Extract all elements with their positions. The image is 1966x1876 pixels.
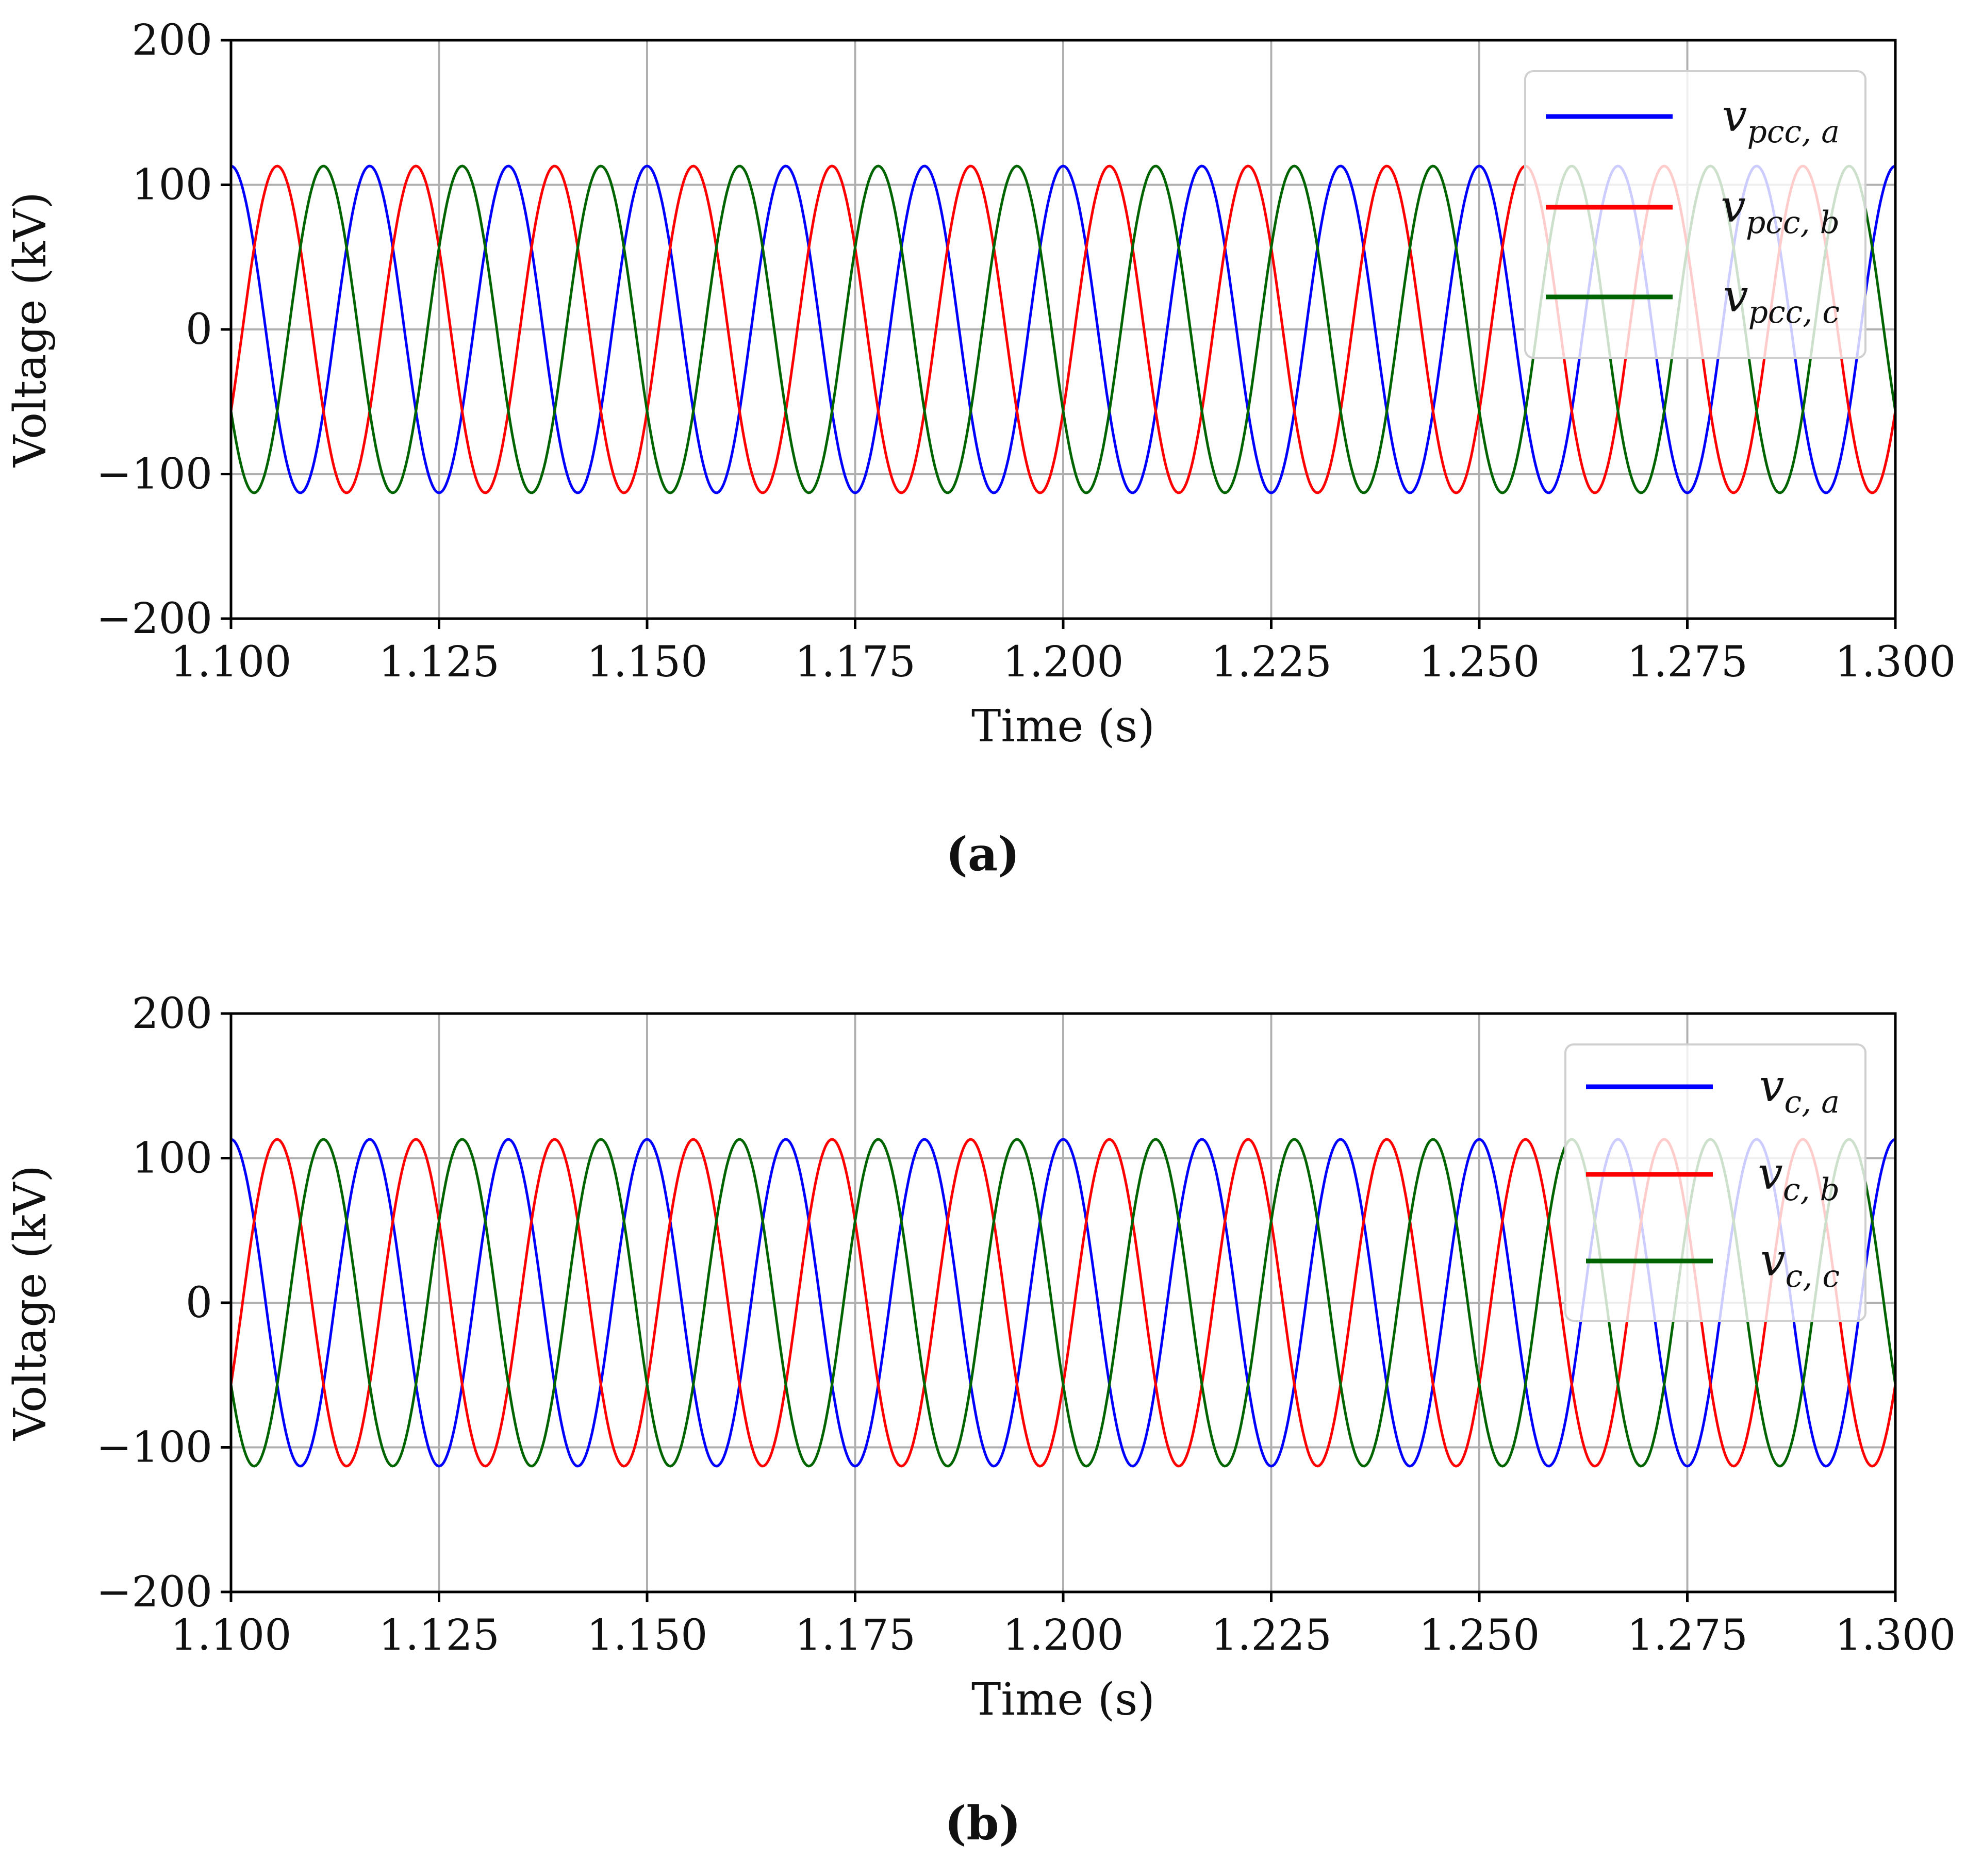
legend-label-b-2: vc, c xyxy=(1760,1235,1840,1294)
legend-label-sub-a-2: pcc, c xyxy=(1748,294,1840,330)
y-tick-label-b: 0 xyxy=(186,1279,212,1327)
x-tick-label-a: 1.100 xyxy=(171,638,292,687)
legend-label-sub-b-2: c, c xyxy=(1786,1258,1840,1294)
legend-label-sub-b-0: c, a xyxy=(1784,1084,1840,1120)
y-axis-title-a: Voltage (kV) xyxy=(5,192,56,468)
panel-label-a: (a) xyxy=(946,827,1019,882)
y-tick-label-b: −100 xyxy=(96,1423,212,1472)
y-tick-label-a: −100 xyxy=(96,450,212,499)
x-tick-label-b: 1.250 xyxy=(1419,1611,1540,1660)
chart-panel-b: 1.100 1.125 1.150 1.175 1.200 1.225 1.250 1.275… xyxy=(5,989,1956,1851)
chart-panel-a: 1.100 1.125 1.150 1.175 1.200 1.225 1.250 1.275… xyxy=(5,16,1956,882)
legend-label-sub-a-1: pcc, b xyxy=(1746,205,1840,241)
y-tick-label-b: 100 xyxy=(131,1134,212,1183)
y-axis-title-b: Voltage (kV) xyxy=(5,1165,56,1441)
y-ticks-b: 200 100 0 −100 −200 xyxy=(96,989,231,1617)
x-tick-label-a: 1.275 xyxy=(1627,638,1748,687)
legend-label-a-1: vpcc, b xyxy=(1721,181,1840,241)
series-line-a-2 xyxy=(229,164,1897,494)
legend-label-main-a-1: v xyxy=(1721,181,1746,233)
y-tick-label-b: 200 xyxy=(131,989,212,1038)
legend-label-a-2: vpcc, c xyxy=(1723,271,1840,330)
legend-label-sub-a-0: pcc, a xyxy=(1747,114,1840,150)
x-tick-label-a: 1.150 xyxy=(587,638,708,687)
legend-label-main-b-2: v xyxy=(1760,1235,1786,1286)
x-tick-label-a: 1.225 xyxy=(1211,638,1332,687)
legend-label-b-1: vc, b xyxy=(1758,1148,1840,1208)
legend-box-b xyxy=(1564,1043,1866,1322)
y-tick-label-a: 0 xyxy=(186,305,212,354)
legend-label-main-a-2: v xyxy=(1723,271,1748,322)
legend-b: vc, avc, bvc, c xyxy=(1564,1043,1866,1322)
y-ticks-a: 200 100 0 −100 −200 xyxy=(96,16,231,643)
legend-entries-b: vc, avc, bvc, c xyxy=(1586,1060,1840,1294)
panel-label-b: (b) xyxy=(945,1796,1021,1851)
legend-label-main-a-0: v xyxy=(1722,90,1747,142)
y-tick-label-a: 200 xyxy=(131,16,212,65)
x-tick-label-b: 1.300 xyxy=(1835,1611,1956,1660)
y-tick-label-b: −200 xyxy=(96,1568,212,1617)
x-tick-label-b: 1.200 xyxy=(1003,1611,1124,1660)
x-ticks-a: 1.100 1.125 1.150 1.175 1.200 1.225 1.250 1.275… xyxy=(171,619,1956,687)
x-ticks-b: 1.100 1.125 1.150 1.175 1.200 1.225 1.250 1.275… xyxy=(171,1592,1956,1660)
legend-label-main-b-1: v xyxy=(1758,1148,1783,1200)
x-tick-label-b: 1.225 xyxy=(1211,1611,1332,1660)
legend-label-b-0: vc, a xyxy=(1759,1060,1840,1120)
x-tick-label-a: 1.125 xyxy=(378,638,500,687)
x-tick-label-a: 1.250 xyxy=(1419,638,1540,687)
x-axis-title-a: Time (s) xyxy=(971,701,1155,752)
x-tick-label-a: 1.200 xyxy=(1003,638,1124,687)
x-tick-label-b: 1.150 xyxy=(587,1611,708,1660)
x-tick-label-a: 1.300 xyxy=(1835,638,1956,687)
legend-box-a xyxy=(1524,70,1866,359)
x-tick-label-b: 1.275 xyxy=(1627,1611,1748,1660)
y-tick-label-a: 100 xyxy=(131,161,212,210)
x-tick-label-b: 1.100 xyxy=(171,1611,292,1660)
x-axis-title-b: Time (s) xyxy=(971,1674,1155,1725)
x-tick-label-a: 1.175 xyxy=(795,638,916,687)
series-line-b-2 xyxy=(229,1138,1897,1468)
legend-label-sub-b-1: c, b xyxy=(1783,1172,1840,1208)
legend-label-main-b-0: v xyxy=(1759,1060,1785,1112)
x-tick-label-b: 1.175 xyxy=(795,1611,916,1660)
legend-label-a-0: vpcc, a xyxy=(1722,90,1840,150)
y-tick-label-a: −200 xyxy=(96,594,212,643)
x-tick-label-b: 1.125 xyxy=(378,1611,500,1660)
